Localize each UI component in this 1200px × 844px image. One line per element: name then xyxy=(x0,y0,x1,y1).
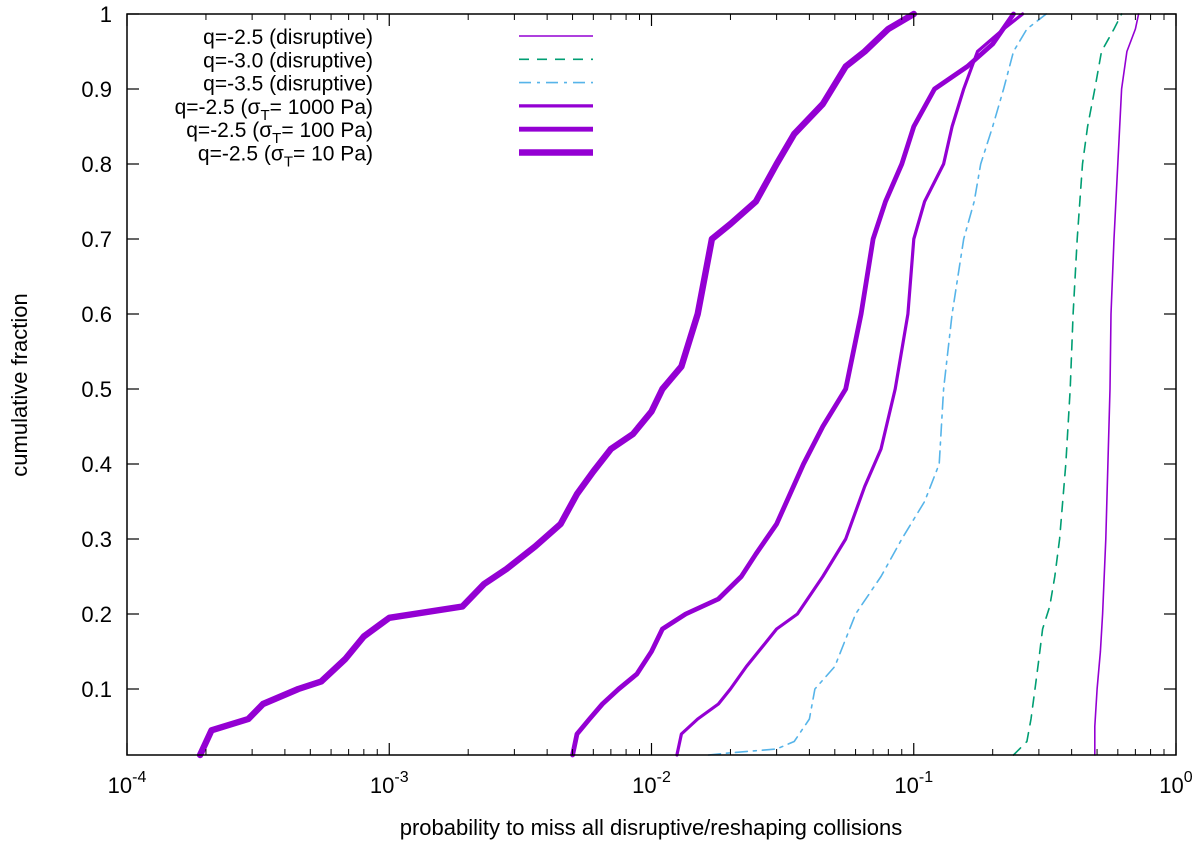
y-tick-label: 0.7 xyxy=(81,227,112,252)
axis-ticks: 0.1 0.2 0.3 0.4 0.5 0.6 0.7 0.8 0.9 1 10-4 10-3 10-2… xyxy=(81,2,1192,798)
y-axis-title: cumulative fraction xyxy=(7,293,32,476)
legend-label-4: q=-2.5 (σT= 1000 Pa) xyxy=(175,96,373,124)
series-line-4 xyxy=(675,12,1025,757)
y-tick-label: 0.6 xyxy=(81,302,112,327)
x-tick-label: 10-2 xyxy=(632,769,671,798)
series-line-1 xyxy=(1094,13,1140,756)
y-tick-label: 0.5 xyxy=(81,377,112,402)
y-tick-label: 0.1 xyxy=(81,677,112,702)
series-line-2 xyxy=(1012,13,1123,756)
series-line-5 xyxy=(570,11,1016,758)
series-line-6 xyxy=(196,10,917,759)
legend-label-1: q=-2.5 (disruptive) xyxy=(203,26,373,49)
y-tick-label: 0.2 xyxy=(81,602,112,627)
legend: q=-2.5 (disruptive)q=-3.0 (disruptive)q=… xyxy=(175,26,593,171)
y-tick-label: 0.3 xyxy=(81,527,112,552)
legend-label-6: q=-2.5 (σT= 10 Pa) xyxy=(198,143,373,171)
x-tick-label: 10-3 xyxy=(370,769,409,798)
series-line-3 xyxy=(707,13,1047,756)
y-tick-label: 0.9 xyxy=(81,77,112,102)
series-lines xyxy=(196,10,1140,759)
plot-frame xyxy=(126,13,1177,756)
y-tick-label: 0.8 xyxy=(81,152,112,177)
x-tick-label: 10-4 xyxy=(108,769,147,798)
x-axis-title: probability to miss all disruptive/resha… xyxy=(400,815,903,840)
x-tick-label: 100 xyxy=(1159,769,1192,798)
legend-label-5: q=-2.5 (σT= 100 Pa) xyxy=(186,119,373,147)
x-tick-label: 10-1 xyxy=(894,769,933,798)
legend-label-3: q=-3.5 (disruptive) xyxy=(203,73,373,96)
y-tick-label: 1 xyxy=(100,2,112,27)
y-tick-label: 0.4 xyxy=(81,452,112,477)
legend-label-2: q=-3.0 (disruptive) xyxy=(203,49,373,72)
